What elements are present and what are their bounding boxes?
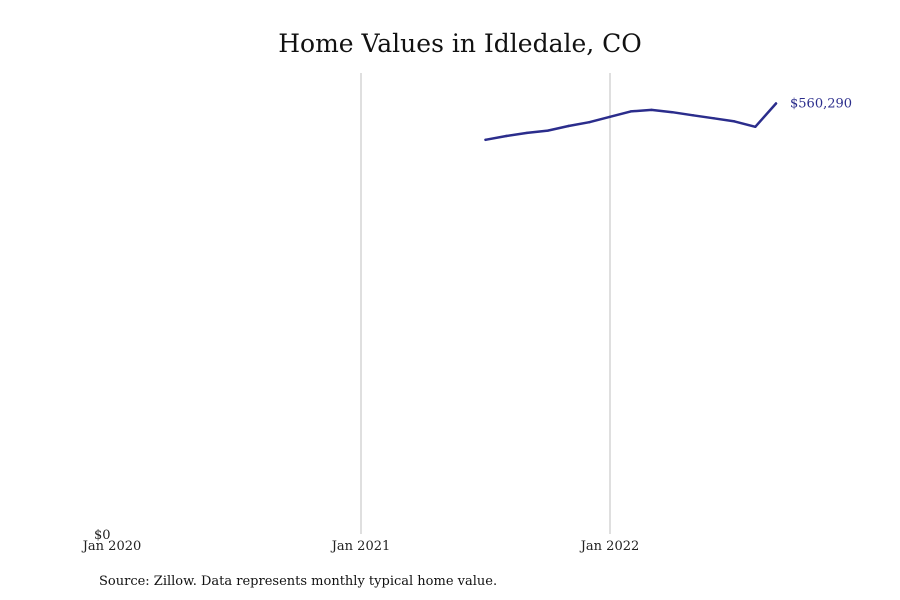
series-point: [733, 120, 736, 123]
series-layer: [484, 102, 778, 142]
series-point: [505, 134, 508, 138]
series-point: [712, 117, 715, 120]
series-point: [671, 111, 674, 114]
series-point: [691, 114, 695, 117]
y-tick-label: $0: [94, 528, 111, 543]
series-point: [650, 108, 653, 112]
source-note: Source: Zillow. Data represents monthly …: [99, 574, 497, 589]
chart-title: Home Values in Idledale, CO: [278, 29, 642, 58]
series-point: [608, 115, 612, 119]
series-point: [754, 125, 757, 128]
x-axis-tick-labels: Jan 2020 Jan 2021 Jan 2022: [81, 539, 640, 554]
last-value-label: $560,290: [790, 97, 852, 112]
x-tick-label: Jan 2020: [81, 539, 142, 554]
series-point: [567, 124, 570, 128]
x-tick-label: Jan 2021: [330, 539, 391, 554]
series-line: [484, 102, 778, 142]
y-axis-tick-labels: $0: [94, 528, 111, 543]
series-point: [588, 121, 591, 124]
x-tick-label: Jan 2022: [579, 539, 640, 554]
series-point: [525, 131, 529, 135]
series-point: [484, 138, 487, 141]
gridlines: [360, 73, 611, 534]
series-point: [774, 102, 778, 105]
series-point: [546, 129, 549, 132]
series-point: [629, 110, 632, 113]
